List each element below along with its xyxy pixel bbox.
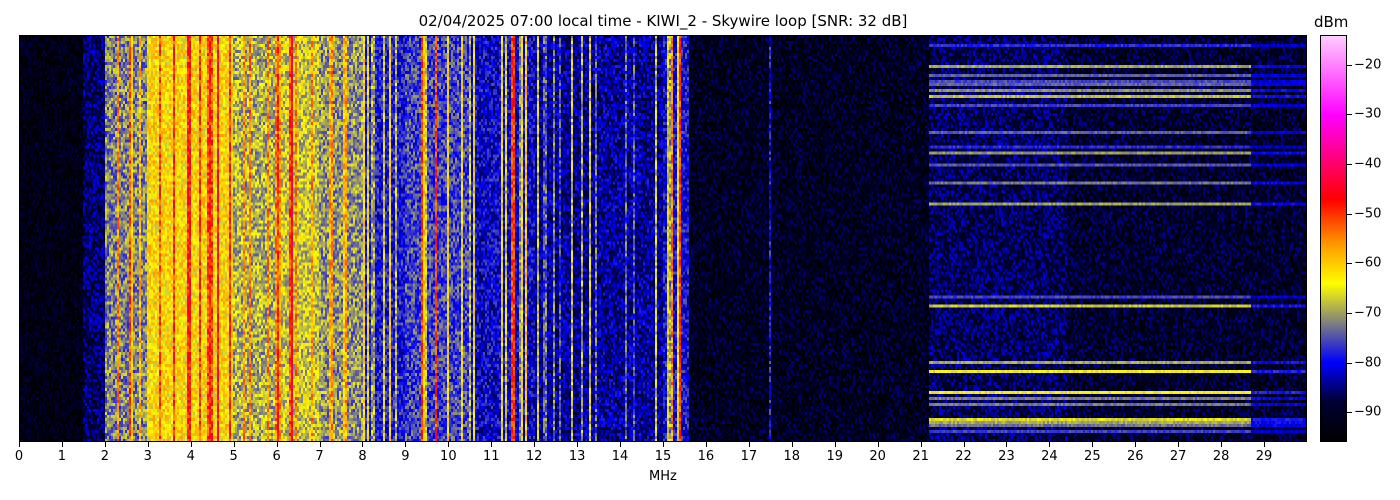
x-tick-label: 4 bbox=[186, 449, 195, 464]
x-tick-label: 0 bbox=[14, 449, 24, 464]
colorbar-tick-label: −70 bbox=[1354, 305, 1382, 321]
x-tick-label: 25 bbox=[1084, 449, 1101, 464]
x-tick-label: 16 bbox=[697, 449, 715, 464]
x-tick bbox=[405, 442, 407, 447]
x-tick bbox=[104, 442, 106, 447]
x-tick bbox=[491, 442, 493, 447]
x-tick bbox=[1092, 442, 1094, 447]
x-axis-label: MHz bbox=[649, 469, 677, 484]
x-tick-label: 29 bbox=[1255, 449, 1273, 464]
x-tick bbox=[663, 442, 664, 447]
x-tick bbox=[19, 442, 20, 447]
x-tick bbox=[1049, 442, 1051, 447]
colorbar-tick-label: −20 bbox=[1354, 57, 1382, 73]
colorbar-tick bbox=[1347, 64, 1352, 66]
x-tick-label: 17 bbox=[740, 449, 758, 464]
x-tick-label: 13 bbox=[568, 449, 586, 464]
spectrogram-heatmap bbox=[19, 35, 1307, 442]
x-tick-label: 5 bbox=[229, 449, 238, 464]
x-tick bbox=[705, 442, 707, 447]
x-tick-label: 18 bbox=[783, 449, 801, 464]
colorbar-tick-label: −30 bbox=[1354, 106, 1382, 122]
colorbar-tick bbox=[1347, 362, 1352, 364]
x-tick bbox=[319, 442, 321, 447]
x-tick bbox=[791, 442, 793, 447]
x-tick-label: 14 bbox=[611, 449, 629, 464]
plot-frame bbox=[19, 35, 1307, 442]
x-tick-label: 28 bbox=[1212, 449, 1230, 464]
x-tick-label: 1 bbox=[57, 449, 67, 464]
x-tick-label: 27 bbox=[1169, 449, 1187, 464]
x-tick bbox=[1178, 442, 1180, 447]
colorbar-tick bbox=[1347, 164, 1352, 166]
x-tick bbox=[877, 442, 879, 447]
x-tick-label: 3 bbox=[143, 449, 152, 464]
x-tick bbox=[748, 442, 750, 447]
x-tick-label: 23 bbox=[998, 449, 1015, 464]
x-tick bbox=[362, 442, 364, 447]
colorbar-tick bbox=[1347, 114, 1352, 116]
colorbar-label: dBm bbox=[1314, 13, 1349, 31]
x-tick-label: 8 bbox=[358, 449, 367, 464]
chart-title: 02/04/2025 07:00 local time - KIWI_2 - S… bbox=[418, 12, 908, 30]
x-tick-label: 19 bbox=[826, 449, 843, 464]
x-tick bbox=[147, 442, 149, 447]
colorbar-tick-label: −90 bbox=[1354, 404, 1382, 420]
x-tick bbox=[534, 442, 536, 447]
x-tick bbox=[577, 442, 579, 447]
x-tick bbox=[448, 442, 450, 447]
x-tick-label: 12 bbox=[525, 449, 543, 464]
x-tick-label: 24 bbox=[1041, 449, 1058, 464]
x-tick bbox=[1135, 442, 1137, 447]
x-tick-label: 7 bbox=[315, 449, 324, 464]
x-tick-label: 15 bbox=[654, 449, 672, 464]
colorbar-tick-label: −50 bbox=[1354, 206, 1382, 222]
x-tick-label: 21 bbox=[912, 449, 929, 464]
x-tick bbox=[1264, 442, 1266, 447]
x-tick bbox=[834, 442, 836, 447]
colorbar-tick bbox=[1347, 213, 1352, 215]
x-tick bbox=[1221, 442, 1223, 447]
x-tick-label: 9 bbox=[401, 449, 410, 464]
colorbar bbox=[1320, 35, 1347, 442]
x-tick-label: 11 bbox=[482, 449, 500, 464]
x-tick bbox=[233, 442, 235, 447]
colorbar-tick-label: −80 bbox=[1354, 355, 1382, 371]
x-tick bbox=[1006, 442, 1008, 447]
x-tick bbox=[620, 442, 622, 447]
x-tick-label: 26 bbox=[1126, 449, 1144, 464]
x-tick-label: 10 bbox=[440, 449, 457, 464]
colorbar-tick-label: −40 bbox=[1354, 156, 1382, 172]
colorbar-tick bbox=[1347, 312, 1352, 314]
x-tick bbox=[276, 442, 278, 447]
x-tick-label: 2 bbox=[100, 449, 109, 464]
x-tick-label: 22 bbox=[955, 449, 972, 464]
x-tick-label: 20 bbox=[869, 449, 886, 464]
x-tick bbox=[963, 442, 965, 447]
x-tick-label: 6 bbox=[272, 449, 281, 464]
colorbar-tick-label: −60 bbox=[1354, 255, 1382, 271]
colorbar-tick bbox=[1347, 412, 1352, 414]
x-tick bbox=[920, 442, 922, 447]
x-tick bbox=[61, 442, 63, 447]
colorbar-tick bbox=[1347, 263, 1352, 265]
x-tick bbox=[190, 442, 192, 447]
